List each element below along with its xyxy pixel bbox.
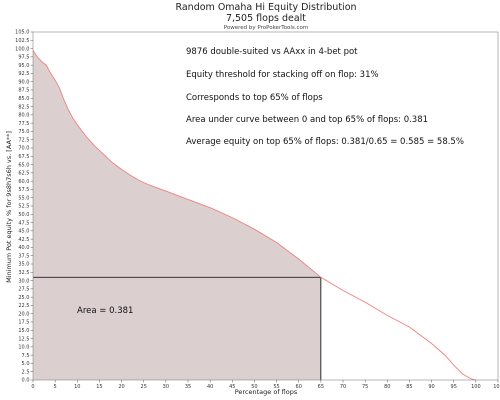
annotation-line-2: Equity threshold for stacking off on flo… xyxy=(186,70,379,80)
y-tick-label: 2.5 xyxy=(22,369,30,375)
y-tick-label: 40.0 xyxy=(18,245,29,251)
x-tick-label: 55 xyxy=(273,384,279,390)
y-tick-label: 22.5 xyxy=(18,303,29,309)
annotation-line-1: 9876 double-suited vs AAxx in 4-bet pot xyxy=(186,47,358,57)
y-tick-label: 97.5 xyxy=(18,55,29,61)
y-tick-label: 30.0 xyxy=(18,278,29,284)
x-tick-label: 85 xyxy=(406,384,412,390)
y-tick-label: 100.0 xyxy=(15,46,29,52)
x-tick-label: 80 xyxy=(384,384,390,390)
y-tick-label: 55.0 xyxy=(18,195,29,201)
y-tick-label: 27.5 xyxy=(18,287,29,293)
y-tick-label: 77.5 xyxy=(18,121,29,127)
y-tick-label: 32.5 xyxy=(18,270,29,276)
y-tick-label: 15.0 xyxy=(18,328,29,334)
y-tick-label: 7.5 xyxy=(22,353,30,359)
equity-curve-line xyxy=(32,49,476,381)
y-tick-label: 82.5 xyxy=(18,104,29,110)
x-tick-label: 20 xyxy=(118,384,124,390)
x-tick-label: 35 xyxy=(185,384,191,390)
y-tick-label: 47.5 xyxy=(18,220,29,226)
y-tick-label: 85.0 xyxy=(18,96,29,102)
x-tick-label: 65 xyxy=(318,384,324,390)
y-tick-label: 92.5 xyxy=(18,71,29,77)
y-tick-label: 35.0 xyxy=(18,262,29,268)
y-tick-label: 80.0 xyxy=(18,113,29,119)
x-tick-label: 45 xyxy=(229,384,235,390)
y-tick-label: 5.0 xyxy=(22,361,30,367)
plot-area: 0 5 10 15 20 25 30 35 40 45 50 55 60 65 70 75 80 85 90 95 10… xyxy=(15,30,500,390)
powered-by-text: Powered by ProPokerTools.com xyxy=(224,25,309,31)
y-tick-label: 70.0 xyxy=(18,146,29,152)
chart-title: Random Omaha Hi Equity Distribution xyxy=(175,2,356,13)
y-tick-label: 20.0 xyxy=(18,311,29,317)
y-tick-label: 10.0 xyxy=(18,345,29,351)
x-tick-label: 105 xyxy=(493,384,500,390)
x-tick-label: 90 xyxy=(428,384,434,390)
y-tick-label: 95.0 xyxy=(18,63,29,69)
y-tick-label: 62.5 xyxy=(18,171,29,177)
x-tick-label: 70 xyxy=(340,384,346,390)
x-tick-label: 30 xyxy=(163,384,169,390)
y-tick-label: 57.5 xyxy=(18,187,29,193)
y-tick-label: 25.0 xyxy=(18,295,29,301)
area-label: Area = 0.381 xyxy=(77,306,133,316)
y-tick-label: 52.5 xyxy=(18,204,29,210)
x-tick-label: 15 xyxy=(96,384,102,390)
y-tick-label: 75.0 xyxy=(18,129,29,135)
x-tick-label: 25 xyxy=(141,384,147,390)
y-tick-label: 65.0 xyxy=(18,162,29,168)
x-tick-label: 0 xyxy=(31,384,34,390)
x-tick-label: 100 xyxy=(471,384,481,390)
y-tick-label: 12.5 xyxy=(18,336,29,342)
y-tick-label: 45.0 xyxy=(18,229,29,235)
x-tick-label: 5 xyxy=(54,384,57,390)
y-tick-label: 90.0 xyxy=(18,79,29,85)
x-tick-label: 10 xyxy=(74,384,80,390)
y-tick-label: 105.0 xyxy=(15,30,29,36)
x-tick-label: 95 xyxy=(451,384,457,390)
x-tick-label: 40 xyxy=(207,384,213,390)
y-tick-label: 72.5 xyxy=(18,137,29,143)
shaded-area-under-curve xyxy=(33,50,321,380)
x-tick-label: 50 xyxy=(251,384,257,390)
y-tick-label: 37.5 xyxy=(18,253,29,259)
y-tick-label: 67.5 xyxy=(18,154,29,160)
chart-subtitle: 7,505 flops dealt xyxy=(226,13,306,24)
y-axis-label: Minimum Pot equity % for 9s8h7s6h vs. [A… xyxy=(5,131,13,283)
y-tick-label: 102.5 xyxy=(15,38,29,44)
annotation-line-5: Average equity on top 65% of flops: 0.38… xyxy=(186,137,464,147)
annotation-line-3: Corresponds to top 65% of flops xyxy=(186,93,323,103)
y-tick-label: 60.0 xyxy=(18,179,29,185)
y-tick-label: 17.5 xyxy=(18,320,29,326)
annotation-line-4: Area under curve between 0 and top 65% o… xyxy=(186,115,428,125)
y-tick-label: 50.0 xyxy=(18,212,29,218)
y-tick-label: 87.5 xyxy=(18,88,29,94)
x-axis-label: Percentage of flops xyxy=(235,388,298,396)
y-tick-label: 42.5 xyxy=(18,237,29,243)
x-tick-label: 60 xyxy=(296,384,302,390)
x-tick-label: 75 xyxy=(362,384,368,390)
y-tick-label: 0.0 xyxy=(22,378,30,384)
